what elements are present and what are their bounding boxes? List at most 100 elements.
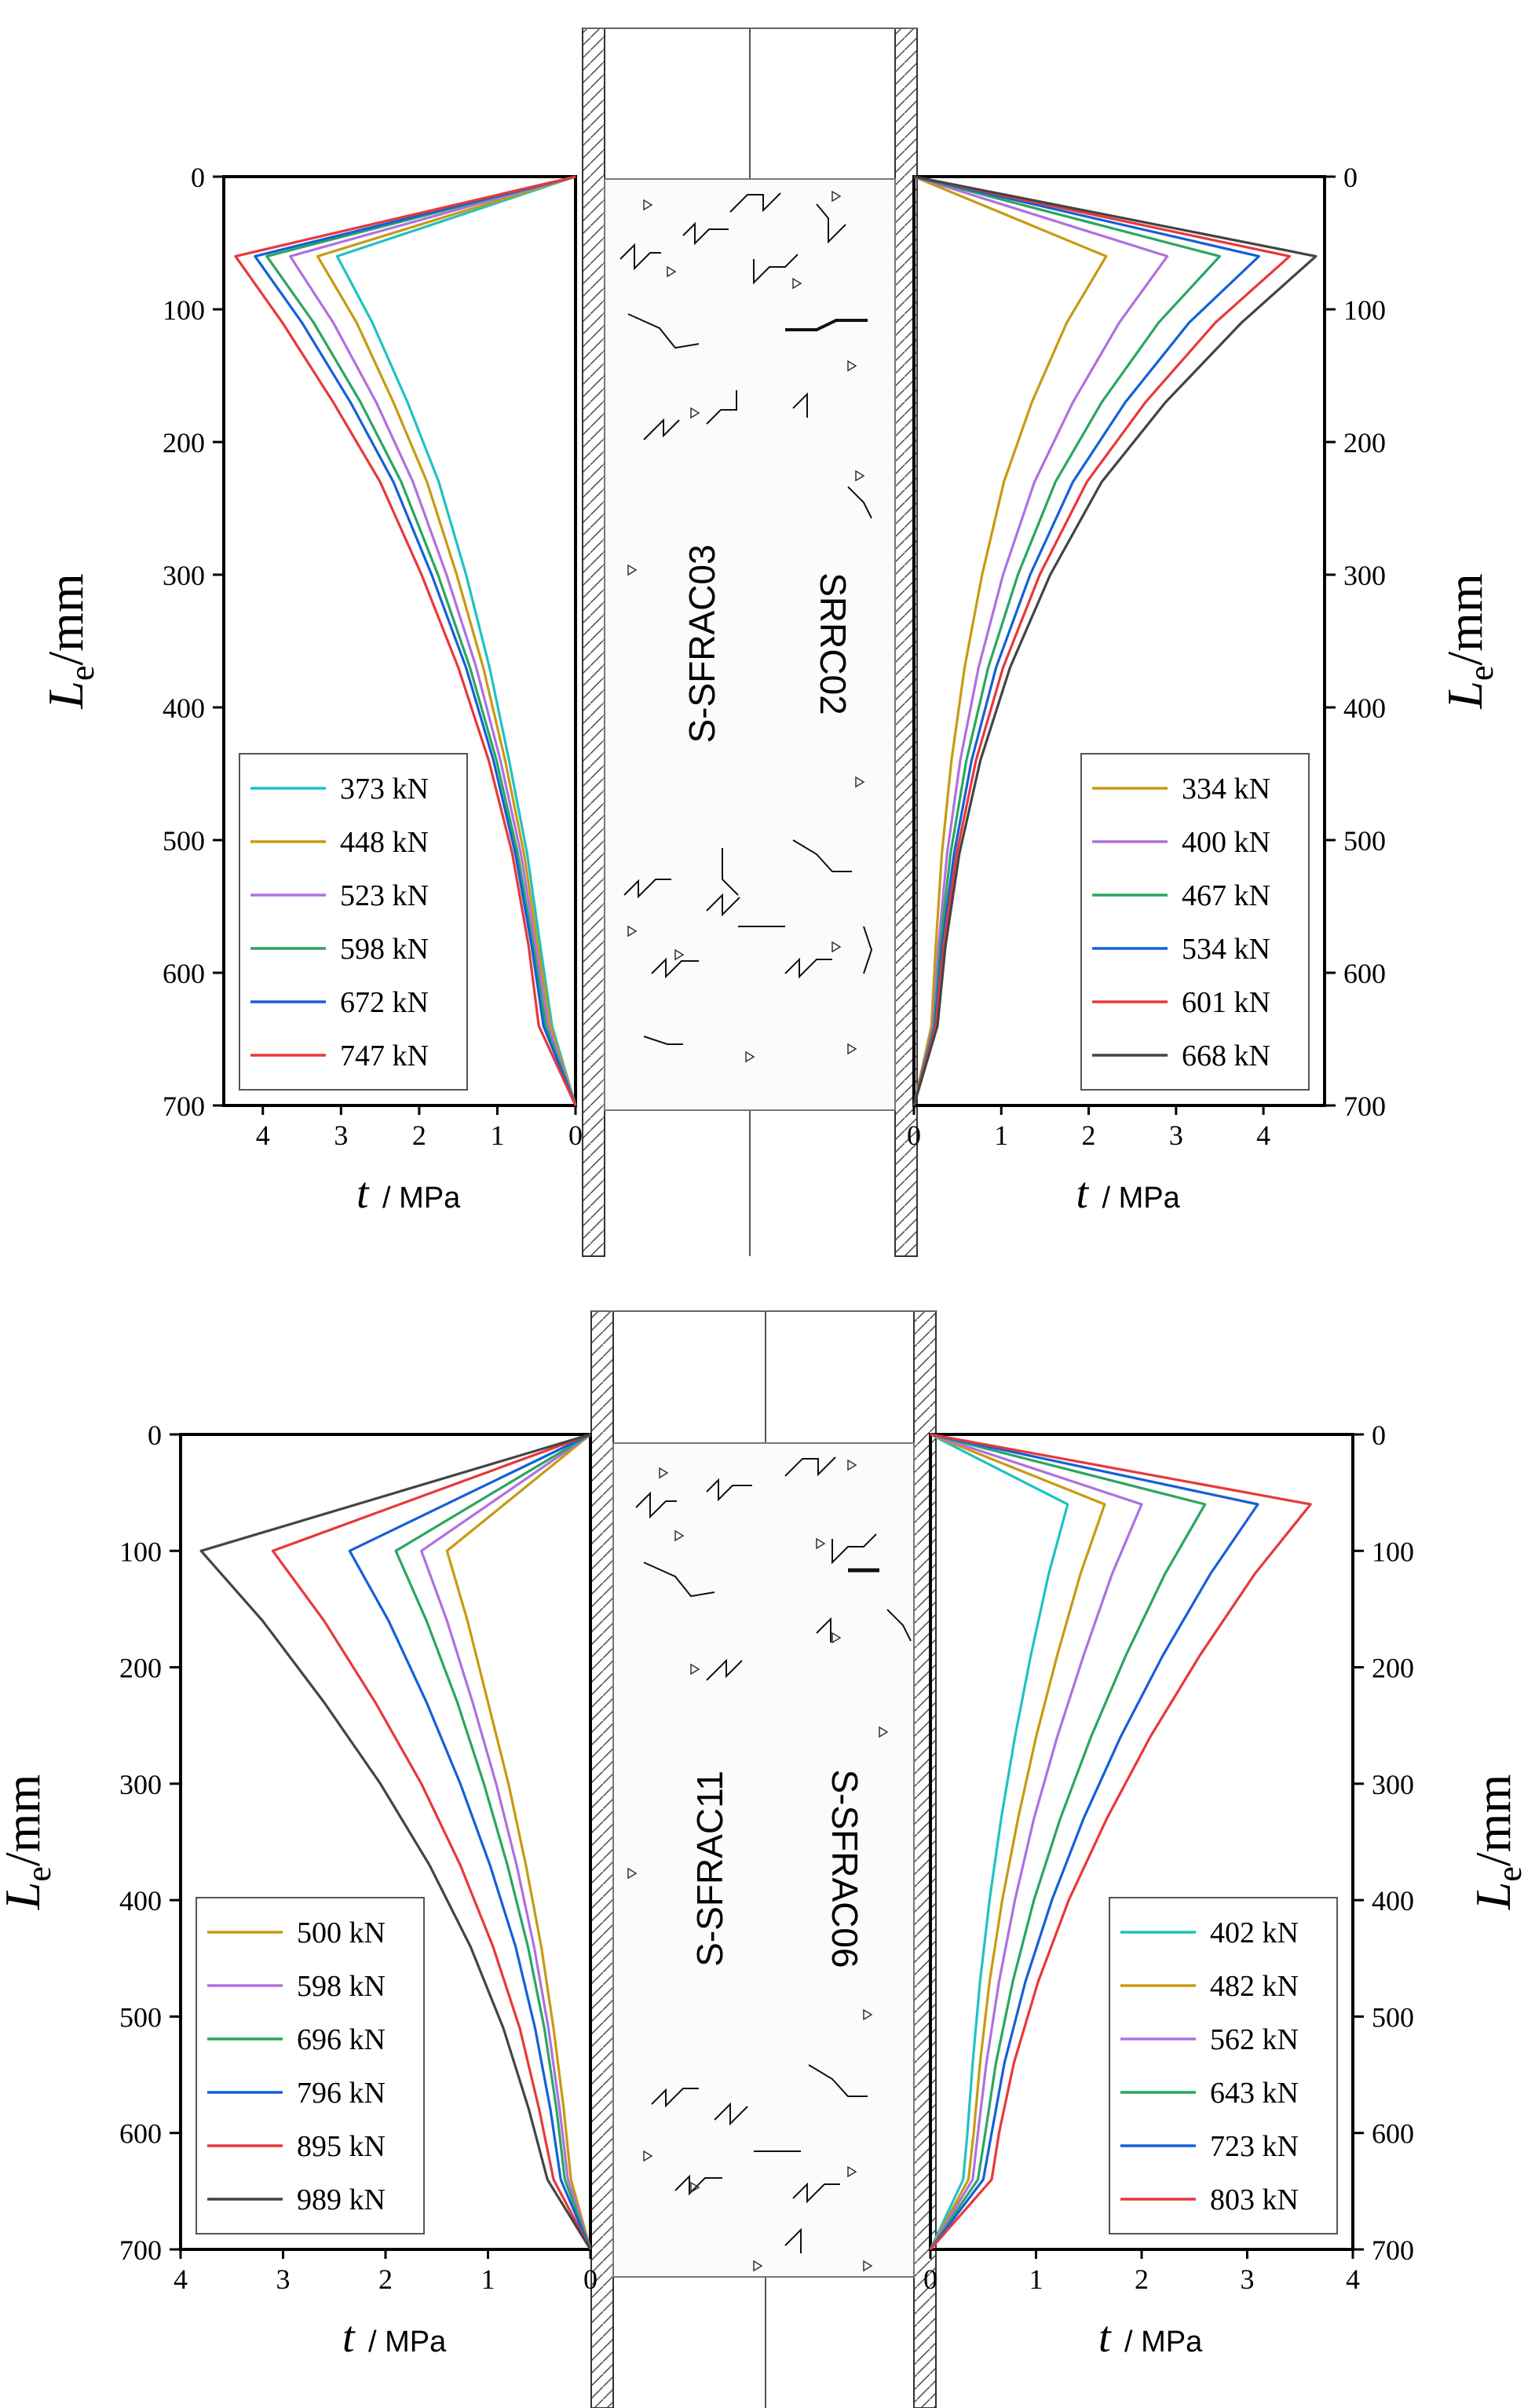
left-wall-hatch-top xyxy=(582,27,605,1257)
legend-entry: 723 kN xyxy=(1210,2130,1299,2163)
series-line-601-kn xyxy=(912,175,1292,1106)
x-tick-label: 0 xyxy=(923,2264,937,2295)
y-tick-label: 600 xyxy=(1372,2118,1414,2150)
y-tick-label: 0 xyxy=(1372,1420,1386,1451)
legend-entry: 523 kN xyxy=(340,879,429,912)
chart-top-left: 0 100 200 300 400 500 600 700 4 3 2 1 0 t / MPa Le/mm 37… xyxy=(38,162,583,1218)
series-line-334-kn xyxy=(912,175,1108,1106)
y-tick-label: 300 xyxy=(163,560,205,591)
y-tick-label: 300 xyxy=(1372,1769,1414,1800)
x-tick-label: 2 xyxy=(1135,2264,1149,2295)
y-tick-label: 200 xyxy=(1372,1653,1414,1684)
left-wall-hatch-bottom xyxy=(590,1310,614,2408)
y-tick-label: 200 xyxy=(119,1653,162,1684)
y-axis-label: Le/mm xyxy=(0,1774,58,1910)
y-axis-label-unit: /mm xyxy=(1465,1774,1521,1866)
chart-bottom-left: 0 100 200 300 400 500 600 700 4 3 2 1 0 t / MPa Le/mm 50… xyxy=(0,1420,598,2362)
y-axis-label-subscript: e xyxy=(20,1866,58,1882)
x-tick-label: 0 xyxy=(583,2264,598,2295)
series-line-562-kn xyxy=(929,1433,1143,2250)
y-axis-label-main: L xyxy=(1437,681,1493,710)
series-line-747-kn xyxy=(234,175,577,1106)
x-axis-label-symbol: t xyxy=(342,2313,356,2362)
aggregate-triangles-top xyxy=(627,190,865,1063)
series-line-448-kn xyxy=(316,175,577,1106)
y-tick-label: 100 xyxy=(119,1536,162,1567)
x-tick-label: 2 xyxy=(378,2264,393,2295)
x-tick-label: 0 xyxy=(568,1120,583,1151)
x-axis-label-symbol: t xyxy=(1098,2313,1112,2362)
y-tick-label: 500 xyxy=(163,825,205,857)
y-tick-label: 300 xyxy=(1343,560,1386,591)
concrete-texture-top xyxy=(619,192,873,1045)
y-axis-label-subscript: e xyxy=(1462,666,1500,681)
x-tick-label: 4 xyxy=(256,1120,270,1151)
y-tick-label: 500 xyxy=(119,2001,162,2033)
legend-entry: 643 kN xyxy=(1210,2077,1299,2110)
legend-entry: 796 kN xyxy=(297,2077,386,2110)
x-tick-label: 4 xyxy=(174,2264,188,2295)
y-axis-label-unit: /mm xyxy=(1437,573,1493,665)
legend-entry: 668 kN xyxy=(1182,1040,1270,1072)
legend: 500 kN 598 kN 696 kN 796 kN 895 kN 989 kN xyxy=(196,1897,425,2234)
chart-bottom-right: 0 100 200 300 400 500 600 700 0 1 2 3 4 t / MPa Le/mm 40… xyxy=(923,1420,1529,2362)
legend-entry: 989 kN xyxy=(297,2183,386,2216)
x-axis-label-unit: / MPa xyxy=(1102,1182,1181,1215)
y-tick-label: 100 xyxy=(1343,294,1386,326)
y-tick-label: 600 xyxy=(163,958,205,989)
series-line-723-kn xyxy=(929,1433,1259,2250)
y-tick-label: 700 xyxy=(119,2234,162,2266)
y-axis-label-subscript: e xyxy=(1490,1866,1529,1882)
y-tick-label: 600 xyxy=(119,2118,162,2150)
y-tick-label: 0 xyxy=(191,162,205,193)
legend-entry: 598 kN xyxy=(297,1970,386,2003)
legend-entry: 601 kN xyxy=(1182,986,1270,1019)
specimen-label-top-left: S-SFRAC03 xyxy=(682,544,722,743)
x-tick-label: 2 xyxy=(412,1120,426,1151)
y-tick-label: 200 xyxy=(163,427,205,459)
x-axis-label-symbol: t xyxy=(1076,1169,1090,1218)
series-line-402-kn xyxy=(929,1433,1069,2250)
series-line-668-kn xyxy=(912,175,1318,1106)
y-axis-label-unit: /mm xyxy=(38,573,93,665)
series-line-796-kn xyxy=(348,1433,592,2250)
x-axis-label-unit: / MPa xyxy=(382,1182,461,1215)
concrete-texture-bottom xyxy=(635,1456,912,2253)
concrete-block-top xyxy=(604,178,896,1111)
series-line-467-kn xyxy=(912,175,1222,1106)
concrete-block-bottom xyxy=(612,1442,915,2278)
y-axis-label-subscript: e xyxy=(63,666,101,681)
x-tick-label: 3 xyxy=(1241,2264,1255,2295)
y-tick-label: 400 xyxy=(119,1885,162,1917)
legend-entry: 895 kN xyxy=(297,2130,386,2163)
y-axis-label: Le/mm xyxy=(1437,573,1500,709)
legend-entry: 482 kN xyxy=(1210,1970,1299,2003)
legend-entry: 373 kN xyxy=(340,773,429,806)
plot-frame xyxy=(222,175,577,1107)
y-tick-label: 400 xyxy=(163,692,205,724)
series-line-373-kn xyxy=(335,175,577,1106)
series-line-989-kn xyxy=(199,1433,592,2250)
aggregate-triangles-bottom xyxy=(627,1459,889,2272)
series-line-523-kn xyxy=(289,175,577,1106)
series-line-598-kn xyxy=(265,175,577,1106)
x-tick-label: 1 xyxy=(1029,2264,1043,2295)
series-line-500-kn xyxy=(445,1433,592,2250)
legend-entry: 598 kN xyxy=(340,933,429,966)
x-axis-label-unit: / MPa xyxy=(1124,2326,1203,2359)
legend-entry: 747 kN xyxy=(340,1040,429,1072)
specimen-drawing-top: S-SFRAC03 SRRC02 xyxy=(582,27,918,1257)
x-tick-label: 4 xyxy=(1256,1120,1270,1151)
plot-frame xyxy=(912,175,1326,1107)
legend-box xyxy=(239,753,468,1091)
x-tick-label: 2 xyxy=(1082,1120,1096,1151)
y-tick-label: 500 xyxy=(1343,825,1386,857)
x-tick-label: 1 xyxy=(490,1120,504,1151)
y-axis-label-main: L xyxy=(38,681,93,710)
right-wall-hatch-bottom xyxy=(913,1310,937,2408)
series-line-803-kn xyxy=(929,1433,1312,2251)
y-axis-label-main: L xyxy=(1465,1882,1521,1911)
legend-entry: 803 kN xyxy=(1210,2183,1299,2216)
y-axis-label: Le/mm xyxy=(1465,1774,1529,1910)
y-tick-label: 600 xyxy=(1343,958,1386,989)
